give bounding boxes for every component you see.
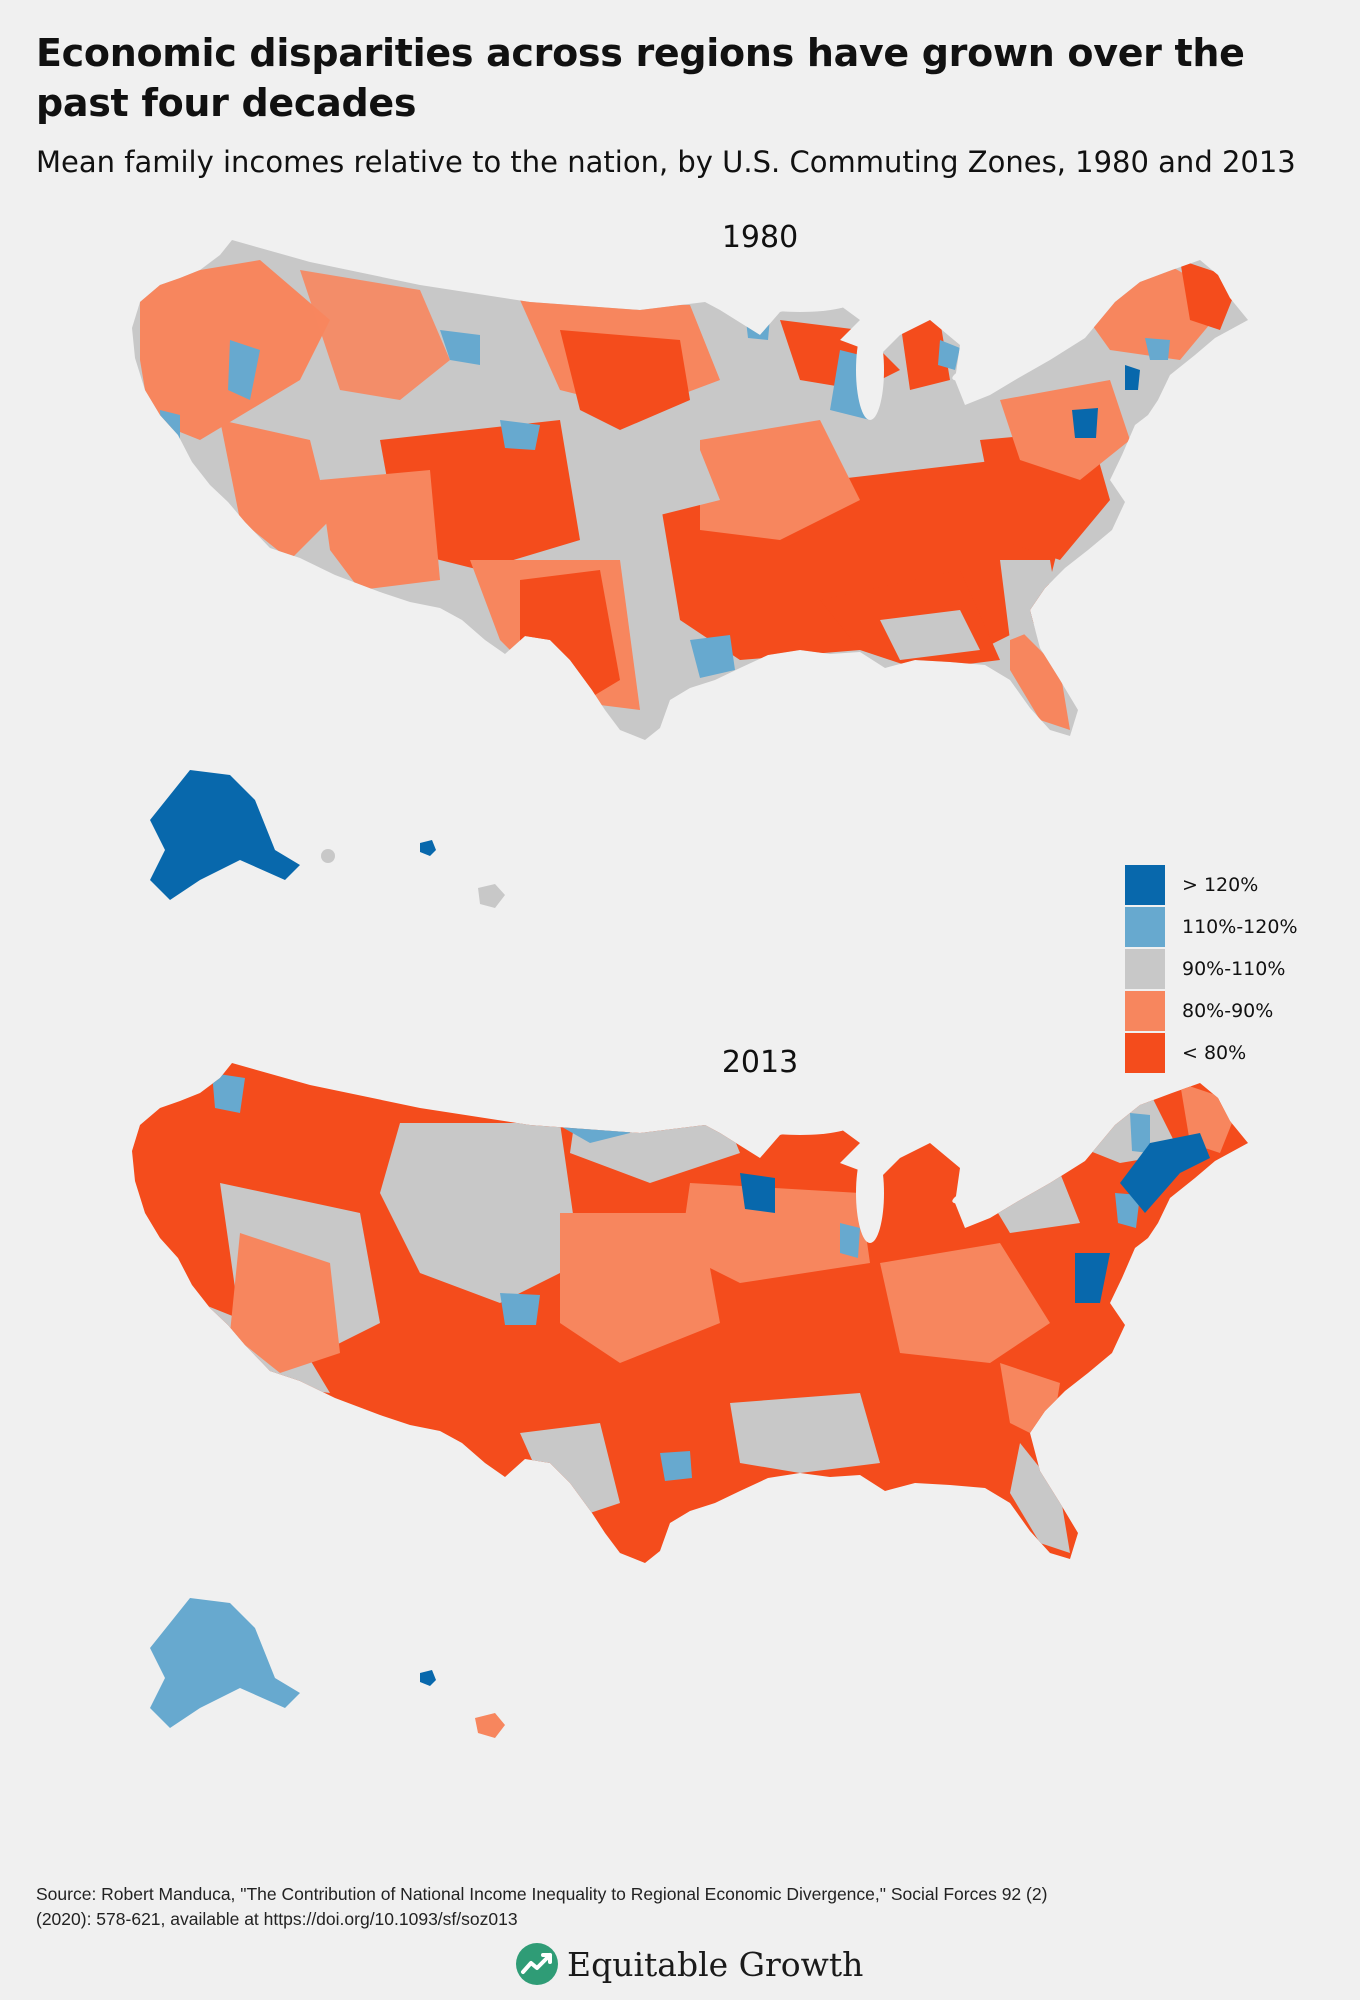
brand-logo-block: Equitable Growth xyxy=(516,1940,863,1988)
us-map-2013 xyxy=(132,1063,1248,1738)
legend-swatch xyxy=(1125,949,1165,989)
legend-item: > 120% xyxy=(1125,864,1298,906)
legend-swatch xyxy=(1125,865,1165,905)
legend-item: < 80% xyxy=(1125,1032,1298,1074)
source-line: Source: Robert Manduca, "The Contributio… xyxy=(36,1884,1048,1904)
source-note: Source: Robert Manduca, "The Contributio… xyxy=(36,1882,1326,1932)
legend-item: 110%-120% xyxy=(1125,906,1298,948)
map-year-label-2013: 2013 xyxy=(721,1045,799,1080)
us-map-1980 xyxy=(132,240,1248,908)
legend-label: 80%-90% xyxy=(1182,1000,1274,1022)
chart-subtitle: Mean family incomes relative to the nati… xyxy=(36,145,1296,179)
equitable-growth-logo-icon xyxy=(516,1943,558,1985)
legend-swatch xyxy=(1125,991,1165,1031)
source-line: (2020): 578-621, available at https://do… xyxy=(36,1909,518,1929)
brand-name: Equitable Growth xyxy=(567,1944,864,1984)
legend-label: 90%-110% xyxy=(1182,958,1286,980)
legend-item: 80%-90% xyxy=(1125,990,1298,1032)
legend-swatch xyxy=(1125,1033,1165,1073)
legend-label: > 120% xyxy=(1182,874,1259,896)
legend-swatch xyxy=(1125,907,1165,947)
legend-label: 110%-120% xyxy=(1182,916,1298,938)
legend-label: < 80% xyxy=(1182,1042,1247,1064)
map-year-label-1980: 1980 xyxy=(721,220,799,255)
legend-item: 90%-110% xyxy=(1125,948,1298,990)
map-legend: > 120% 110%-120% 90%-110% 80%-90% < 80% xyxy=(1125,864,1298,1074)
chart-title: Economic disparities across regions have… xyxy=(36,31,1245,125)
